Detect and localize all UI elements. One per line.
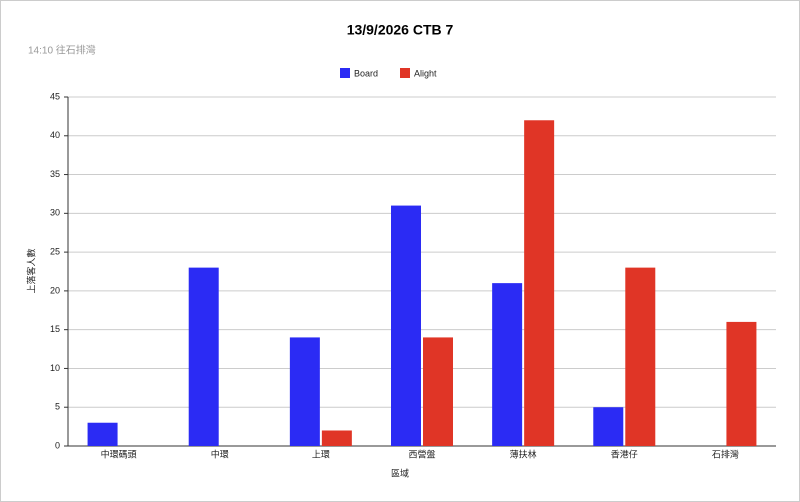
- x-tick-label: 西營盤: [408, 448, 435, 459]
- bar: [321, 430, 352, 446]
- x-tick-label: 薄扶林: [510, 448, 537, 459]
- y-tick-label: 45: [50, 91, 60, 101]
- y-tick-label: 10: [50, 363, 60, 373]
- y-tick-label: 0: [55, 440, 60, 450]
- bar: [289, 337, 320, 446]
- y-tick-label: 40: [50, 130, 60, 140]
- y-tick-label: 30: [50, 208, 60, 218]
- bar: [423, 337, 453, 446]
- x-tick-label: 石排灣: [712, 448, 739, 459]
- x-tick-label: 上環: [312, 449, 330, 459]
- bar: [625, 267, 656, 446]
- y-tick-label: 5: [55, 402, 60, 412]
- y-tick-label: 25: [50, 246, 60, 256]
- chart-subtitle: 14:10 往石排灣: [28, 44, 96, 57]
- x-tick-label: 中環: [211, 448, 229, 459]
- y-tick-label: 35: [50, 169, 60, 179]
- x-tick-label: 中環碼頭: [101, 448, 137, 459]
- legend-label: Board: [354, 68, 378, 78]
- bar: [726, 321, 757, 446]
- bar: [593, 407, 624, 446]
- bar: [492, 283, 523, 446]
- legend-swatch: [340, 68, 350, 78]
- chart-title: 13/9/2026 CTB 7: [347, 22, 454, 38]
- y-axis-label: 上落客人數: [25, 248, 36, 293]
- bar: [87, 422, 118, 446]
- y-tick-label: 15: [50, 324, 60, 334]
- bar: [524, 120, 555, 447]
- y-tick-label: 20: [50, 285, 60, 295]
- x-axis-label: 區域: [391, 467, 409, 478]
- bar: [188, 267, 219, 446]
- legend-label: Alight: [414, 68, 437, 78]
- legend-swatch: [400, 68, 410, 78]
- bar: [391, 205, 421, 446]
- x-tick-label: 香港仔: [611, 448, 638, 459]
